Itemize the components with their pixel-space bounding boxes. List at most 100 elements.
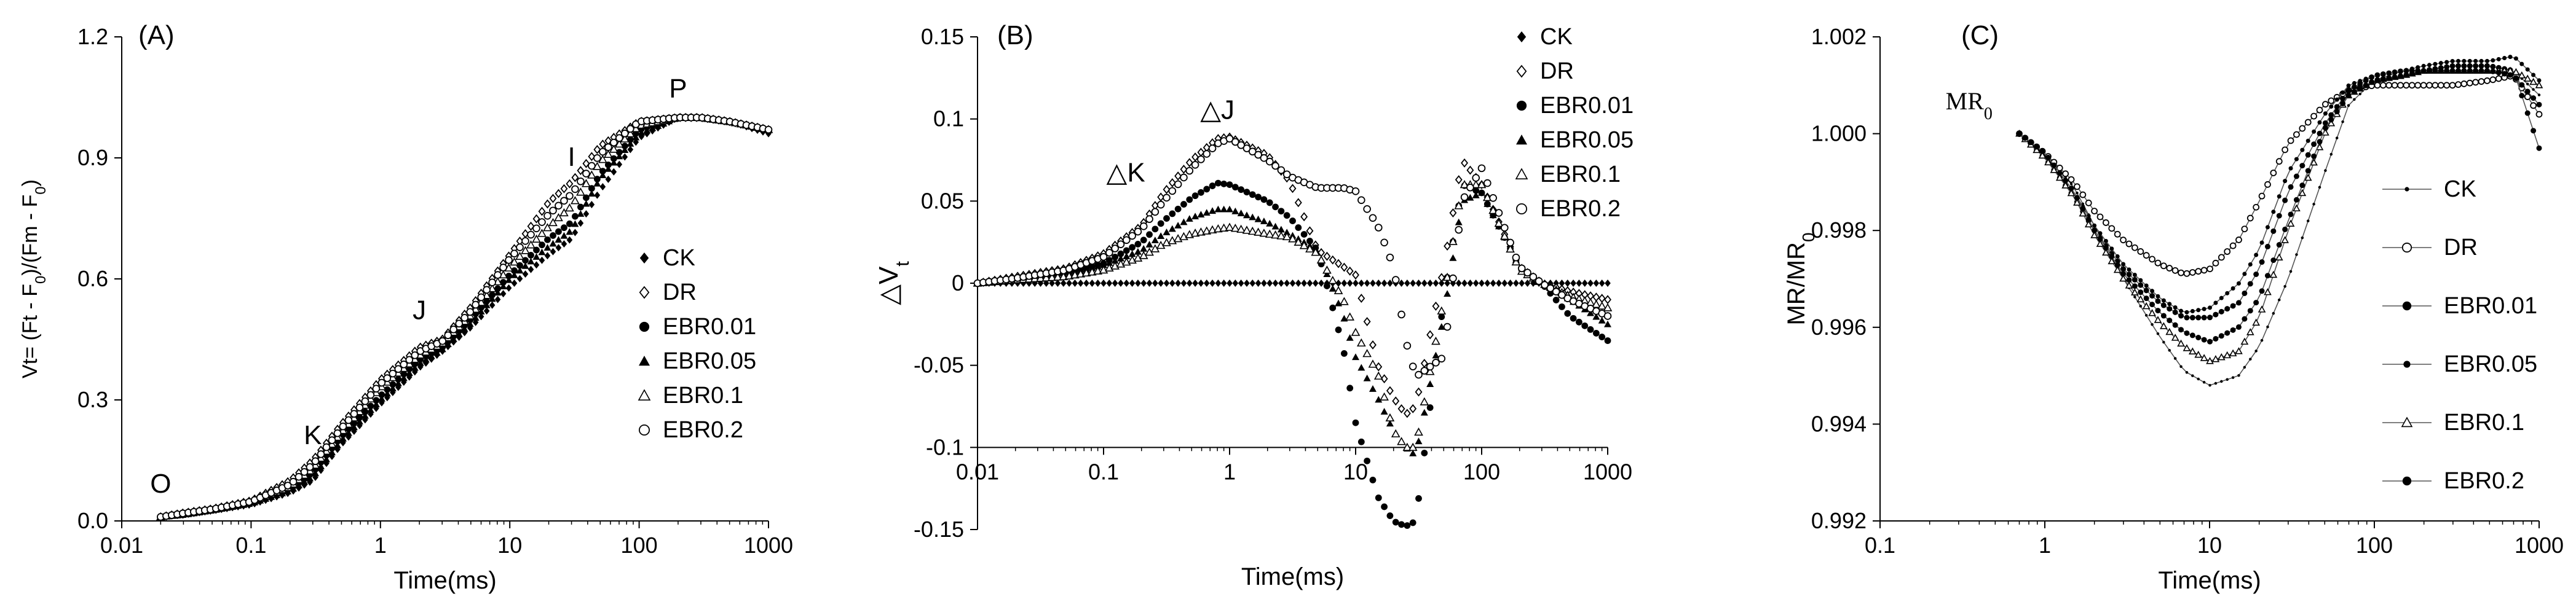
data-point: [1191, 152, 1199, 162]
data-point: [2213, 311, 2219, 318]
data-point: [2398, 69, 2403, 74]
data-point: [1346, 266, 1354, 276]
data-point: [455, 319, 463, 328]
data-point: [1559, 280, 1565, 287]
data-point: [389, 381, 397, 388]
data-point: [2369, 79, 2375, 85]
data-point: [2298, 189, 2307, 197]
data-point: [2312, 129, 2317, 134]
data-point: [471, 304, 481, 313]
data-point: [383, 374, 392, 382]
data-point: [1513, 280, 1519, 287]
data-point: [2062, 170, 2069, 178]
data-point: [2149, 256, 2155, 263]
data-point: [610, 168, 617, 176]
data-point: [2479, 58, 2484, 63]
data-point: [489, 291, 496, 299]
data-point: [1174, 222, 1182, 229]
data-point: [588, 190, 596, 197]
data-point: [1174, 180, 1182, 189]
data-point: [2473, 63, 2479, 69]
data-point: [1248, 147, 1257, 156]
data-point: [605, 175, 612, 183]
data-point: [1420, 409, 1428, 416]
data-point: [1546, 284, 1555, 292]
data-point: [1570, 315, 1577, 322]
data-point: [2242, 272, 2247, 276]
data-point: [1438, 280, 1445, 287]
data-point: [1455, 280, 1462, 287]
y-tick-label: 0.05: [921, 188, 964, 213]
data-point: [1362, 349, 1372, 358]
data-point: [1592, 330, 1600, 337]
data-point: [1471, 179, 1481, 189]
data-point: [311, 469, 319, 477]
y-tick-label: 0.998: [1811, 217, 1867, 243]
data-point: [2160, 302, 2167, 308]
data-point: [2208, 305, 2213, 310]
data-point: [2328, 117, 2334, 123]
data-point: [1346, 385, 1354, 392]
data-point: [1397, 310, 1405, 319]
data-point: [764, 125, 773, 134]
data-point: [2409, 71, 2415, 77]
data-point: [1282, 232, 1292, 241]
data-point: [1157, 232, 1165, 240]
data-point: [2484, 63, 2490, 69]
data-point: [2299, 125, 2306, 132]
data-point: [1077, 280, 1084, 287]
data-point: [2266, 325, 2269, 329]
data-point: [515, 251, 524, 260]
data-point: [2067, 189, 2076, 197]
data-point: [2502, 71, 2508, 77]
data-point: [1404, 280, 1410, 287]
data-point: [2281, 236, 2289, 243]
data-point: [1105, 249, 1113, 257]
data-point: [2235, 237, 2242, 243]
data-point: [2249, 358, 2252, 361]
data-point: [478, 304, 485, 311]
data-point: [2275, 158, 2283, 165]
data-point: [2531, 128, 2537, 134]
data-point: [2195, 315, 2202, 321]
data-point: [2346, 83, 2351, 88]
legend-item-ebr0-01: EBR0.01: [2382, 293, 2537, 319]
data-point: [2391, 82, 2398, 89]
data-point: [1369, 214, 1377, 222]
data-point: [1215, 280, 1222, 287]
data-point: [2201, 315, 2207, 321]
data-point: [1375, 396, 1383, 403]
data-point: [643, 127, 651, 134]
data-point: [2353, 98, 2356, 101]
data-point: [2126, 277, 2132, 283]
data-point: [1415, 387, 1423, 397]
data-point: [1300, 212, 1308, 222]
data-point: [1271, 162, 1279, 170]
data-point: [1266, 219, 1274, 227]
data-point: [1311, 248, 1321, 256]
data-point: [1598, 334, 1606, 340]
data-point: [1403, 409, 1411, 418]
data-point: [449, 325, 457, 334]
data-point: [301, 478, 309, 485]
data-point: [2240, 337, 2249, 345]
data-point: [2295, 253, 2298, 256]
x-tick-label: 100: [621, 533, 658, 558]
legend-marker: [2404, 187, 2409, 192]
data-point: [2300, 147, 2305, 152]
data-point: [2252, 318, 2261, 326]
y-tick-label: -0.1: [926, 434, 964, 459]
data-point: [2061, 181, 2070, 189]
data-point: [1323, 251, 1331, 261]
legend-marker: [639, 321, 650, 332]
data-point: [1255, 194, 1262, 201]
data-point: [1139, 222, 1148, 230]
data-point: [1312, 280, 1319, 287]
data-point: [2224, 330, 2230, 336]
data-point: [1059, 272, 1069, 281]
panel-c: 0.992 0.994 0.996 0.998 1.000 1.002 0.1 1 10 100 1…: [1783, 20, 2564, 594]
data-point: [1197, 211, 1205, 218]
data-point: [2138, 282, 2144, 288]
data-point: [2034, 144, 2040, 150]
data-point: [2208, 383, 2211, 387]
